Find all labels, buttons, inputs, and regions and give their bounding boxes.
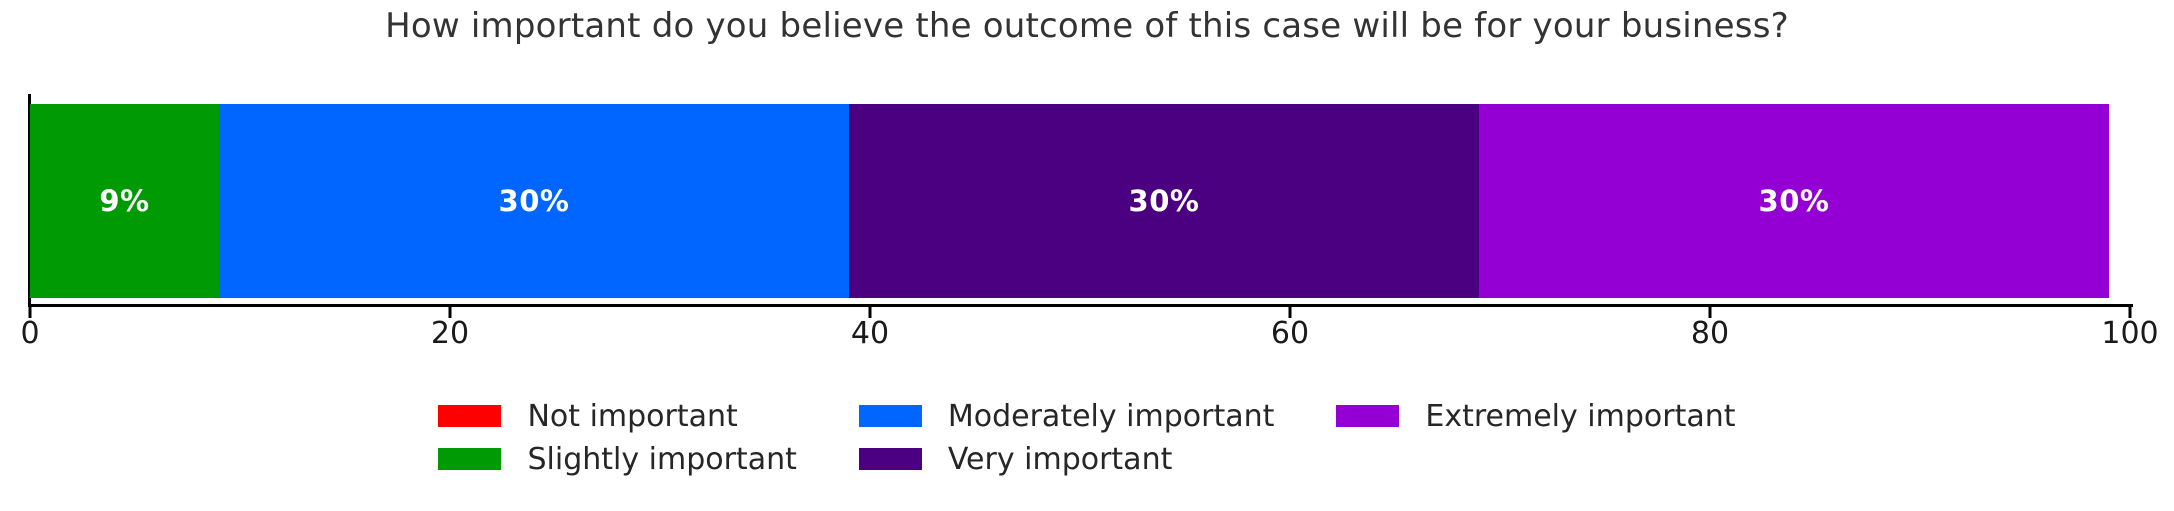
legend-entry-slightly-important: Slightly important	[438, 441, 797, 477]
x-tick-label: 20	[430, 316, 470, 351]
legend-swatch-icon	[1336, 405, 1400, 427]
bar-segment-label: 30%	[1758, 184, 1830, 218]
legend-swatch-icon	[438, 448, 502, 470]
x-tick-mark	[448, 307, 452, 318]
legend-entry-moderately-important: Moderately important	[858, 398, 1275, 434]
legend-column: Moderately important Very important	[858, 398, 1275, 477]
x-axis-spine	[28, 304, 2133, 307]
plot-area: 9% 30% 30% 30%	[30, 104, 2130, 298]
legend-label: Slightly important	[527, 441, 797, 477]
bar-segment-label: 9%	[99, 184, 150, 218]
legend-column: Extremely important	[1336, 398, 1736, 434]
x-tick-label: 60	[1270, 316, 1310, 351]
legend-swatch-icon	[858, 448, 922, 470]
legend-label: Very important	[947, 441, 1173, 477]
x-tick-label: 40	[850, 316, 890, 351]
bar-segment-slightly-important: 9%	[30, 104, 219, 298]
legend-label: Not important	[527, 398, 738, 434]
legend-entry-extremely-important: Extremely important	[1336, 398, 1736, 434]
x-tick-mark	[28, 307, 32, 318]
legend: Not important Slightly important Moderatel…	[0, 398, 2174, 477]
legend-entry-very-important: Very important	[858, 441, 1275, 477]
bar-segment-extremely-important: 30%	[1479, 104, 2109, 298]
x-tick-label: 0	[20, 316, 40, 351]
y-axis-spine	[28, 94, 31, 307]
legend-entry-not-important: Not important	[438, 398, 796, 434]
legend-swatch-icon	[438, 405, 502, 427]
x-tick-mark	[1288, 307, 1292, 318]
legend-label: Moderately important	[947, 398, 1275, 434]
x-tick-label: 100	[2101, 316, 2159, 351]
bar-segment-label: 30%	[498, 184, 570, 218]
legend-label: Extremely important	[1425, 398, 1736, 434]
chart-title: How important do you believe the outcome…	[385, 6, 1789, 46]
x-tick-mark	[868, 307, 872, 318]
x-tick-label: 80	[1690, 316, 1730, 351]
bar-segment-label: 30%	[1128, 184, 1200, 218]
bar-segment-very-important: 30%	[849, 104, 1479, 298]
legend-swatch-icon	[858, 405, 922, 427]
legend-column: Not important Slightly important	[438, 398, 797, 477]
bar-segment-moderately-important: 30%	[219, 104, 849, 298]
stacked-bar: 9% 30% 30% 30%	[30, 104, 2109, 298]
x-tick-mark	[2128, 307, 2132, 318]
x-tick-mark	[1708, 307, 1712, 318]
